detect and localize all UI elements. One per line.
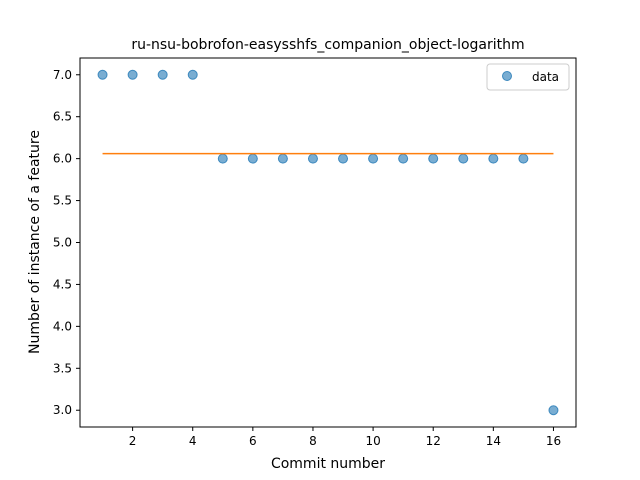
data-point: [307, 153, 318, 164]
y-tick-label: 5.5: [53, 194, 72, 208]
legend-label-data: data: [532, 70, 559, 84]
legend-marker-data: [502, 71, 512, 81]
data-point: [458, 153, 469, 164]
y-axis-label: Number of instance of a feature: [27, 130, 43, 354]
x-tick-label: 10: [365, 434, 380, 448]
plot-area: [80, 58, 576, 427]
legend: data: [486, 63, 570, 91]
data-marks: [97, 69, 559, 416]
y-tick-label: 4.0: [53, 319, 72, 333]
data-point: [247, 153, 258, 164]
x-tick-label: 6: [249, 434, 257, 448]
x-tick-label: 4: [189, 434, 197, 448]
data-point: [127, 69, 138, 80]
data-point: [217, 153, 228, 164]
x-tick-label: 8: [309, 434, 317, 448]
x-tick-label: 14: [486, 434, 501, 448]
data-point: [518, 153, 529, 164]
legend-box: [486, 63, 570, 91]
x-tick-label: 2: [129, 434, 137, 448]
y-tick-label: 6.0: [53, 152, 72, 166]
y-tick-label: 4.5: [53, 277, 72, 291]
chart-title: ru-nsu-bobrofon-easysshfs_companion_obje…: [131, 37, 524, 53]
data-point: [488, 153, 499, 164]
data-point: [338, 153, 349, 164]
data-point: [277, 153, 288, 164]
x-axis-label: Commit number: [271, 456, 385, 472]
x-tick-label: 16: [546, 434, 561, 448]
plot-frame: [79, 57, 577, 428]
y-tick-label: 3.5: [53, 361, 72, 375]
y-tick-label: 6.5: [53, 110, 72, 124]
x-axis-ticks: 2 4 6 8 10 12 14 16: [129, 427, 561, 448]
data-point: [157, 69, 168, 80]
y-axis-ticks: 3.0 3.5 4.0 4.5 5.0 5.5 6.0 6.5 7.0: [53, 68, 80, 417]
y-tick-label: 5.0: [53, 236, 72, 250]
x-tick-label: 12: [426, 434, 441, 448]
data-point: [428, 153, 439, 164]
y-tick-label: 3.0: [53, 403, 72, 417]
data-point: [548, 405, 559, 416]
data-point: [97, 69, 108, 80]
data-point: [368, 153, 379, 164]
data-point: [398, 153, 409, 164]
data-point: [187, 69, 198, 80]
y-tick-label: 7.0: [53, 68, 72, 82]
